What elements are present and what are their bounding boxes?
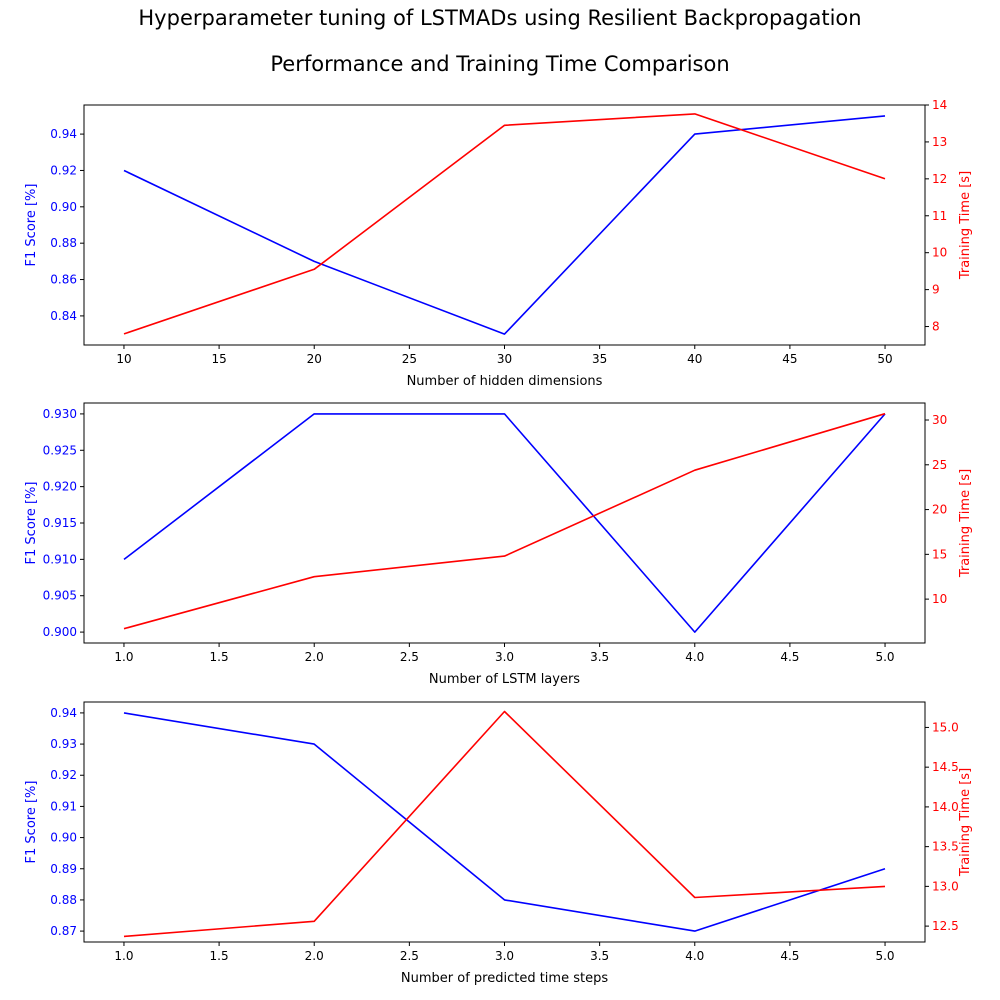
right-tick-label: 8 bbox=[932, 320, 940, 334]
right-tick-label: 12.5 bbox=[932, 919, 959, 933]
f1-score-line bbox=[123, 712, 886, 932]
x-tick-label: 2.0 bbox=[305, 949, 324, 963]
training-time-line bbox=[123, 113, 886, 335]
x-tick-label: 25 bbox=[402, 352, 417, 366]
left-tick-label: 0.900 bbox=[43, 625, 77, 639]
subplot-2: 1.0 1.5 2.0 2.5 3.0 3.5 4.0 4.5 5.0 0.900 0.905 0.9… bbox=[24, 402, 973, 687]
right-tick-label: 13 bbox=[932, 135, 947, 149]
x-axis-label: Number of hidden dimensions bbox=[407, 374, 603, 389]
x-tick-label: 5.0 bbox=[875, 650, 894, 664]
figure-title: Hyperparameter tuning of LSTMADs using R… bbox=[138, 6, 862, 30]
left-tick-label: 0.86 bbox=[50, 273, 77, 287]
training-time-line bbox=[123, 710, 886, 938]
right-tick-label: 14 bbox=[932, 98, 947, 112]
left-tick-label: 0.925 bbox=[43, 443, 77, 457]
right-tick-label: 9 bbox=[932, 283, 940, 297]
left-tick-label: 0.905 bbox=[43, 589, 77, 603]
left-tick-label: 0.915 bbox=[43, 516, 77, 530]
left-tick-label: 0.910 bbox=[43, 552, 77, 566]
f1-score-line bbox=[123, 413, 886, 633]
subplot-1: 10 15 20 25 30 35 40 45 50 0.84 0.86 0.88 0.90 0.92 0.… bbox=[24, 98, 973, 389]
figure-subtitle: Performance and Training Time Comparison bbox=[270, 52, 730, 76]
x-tick-label: 35 bbox=[592, 352, 607, 366]
x-tick-label: 2.5 bbox=[400, 949, 419, 963]
right-tick-label: 25 bbox=[932, 458, 947, 472]
right-tick-label: 10 bbox=[932, 592, 947, 606]
x-tick-label: 30 bbox=[497, 352, 512, 366]
left-axis-label: F1 Score [%] bbox=[24, 781, 39, 864]
x-tick-label: 45 bbox=[782, 352, 797, 366]
right-tick-label: 11 bbox=[932, 209, 947, 223]
right-axis-label: Training Time [s] bbox=[958, 469, 973, 578]
left-tick-label: 0.87 bbox=[50, 924, 77, 938]
right-tick-label: 10 bbox=[932, 246, 947, 260]
x-axis-label: Number of predicted time steps bbox=[401, 971, 608, 986]
x-tick-label: 3.0 bbox=[495, 650, 514, 664]
plot-frame bbox=[83, 701, 926, 943]
x-tick-label: 1.5 bbox=[210, 650, 229, 664]
x-tick-label: 4.0 bbox=[685, 650, 704, 664]
x-tick-label: 20 bbox=[307, 352, 322, 366]
right-tick-label: 15.0 bbox=[932, 720, 959, 734]
x-tick-label: 10 bbox=[116, 352, 131, 366]
x-tick-label: 2.5 bbox=[400, 650, 419, 664]
left-axis-label: F1 Score [%] bbox=[24, 482, 39, 565]
x-tick-label: 5.0 bbox=[875, 949, 894, 963]
left-tick-label: 0.89 bbox=[50, 862, 77, 876]
plot-frame bbox=[83, 402, 926, 644]
x-tick-label: 3.0 bbox=[495, 949, 514, 963]
left-tick-label: 0.90 bbox=[50, 831, 77, 845]
x-tick-label: 15 bbox=[211, 352, 226, 366]
left-tick-label: 0.88 bbox=[50, 893, 77, 907]
right-tick-label: 14.0 bbox=[932, 800, 959, 814]
right-tick-label: 12 bbox=[932, 172, 947, 186]
x-tick-label: 1.0 bbox=[114, 650, 133, 664]
f1-score-line bbox=[123, 115, 886, 335]
left-tick-label: 0.84 bbox=[50, 309, 77, 323]
x-tick-label: 3.5 bbox=[590, 949, 609, 963]
x-tick-label: 2.0 bbox=[305, 650, 324, 664]
left-tick-label: 0.94 bbox=[50, 706, 77, 720]
left-tick-label: 0.920 bbox=[43, 480, 77, 494]
right-tick-label: 15 bbox=[932, 547, 947, 561]
left-tick-label: 0.930 bbox=[43, 407, 77, 421]
x-tick-label: 50 bbox=[877, 352, 892, 366]
right-axis-label: Training Time [s] bbox=[958, 171, 973, 280]
x-tick-label: 4.5 bbox=[780, 650, 799, 664]
x-axis-label: Number of LSTM layers bbox=[429, 672, 580, 687]
x-tick-label: 4.5 bbox=[780, 949, 799, 963]
x-tick-label: 1.0 bbox=[114, 949, 133, 963]
subplot-3: 1.0 1.5 2.0 2.5 3.0 3.5 4.0 4.5 5.0 0.87 0.88 0.89 0… bbox=[24, 701, 973, 986]
right-tick-label: 14.5 bbox=[932, 760, 959, 774]
right-tick-label: 20 bbox=[932, 503, 947, 517]
left-tick-label: 0.91 bbox=[50, 799, 77, 813]
right-axis-label: Training Time [s] bbox=[958, 768, 973, 877]
left-tick-label: 0.92 bbox=[50, 768, 77, 782]
right-tick-label: 13.0 bbox=[932, 879, 959, 893]
x-tick-label: 3.5 bbox=[590, 650, 609, 664]
x-tick-label: 4.0 bbox=[685, 949, 704, 963]
left-tick-label: 0.90 bbox=[50, 200, 77, 214]
x-tick-label: 40 bbox=[687, 352, 702, 366]
x-tick-label: 1.5 bbox=[210, 949, 229, 963]
right-tick-label: 13.5 bbox=[932, 840, 959, 854]
left-tick-label: 0.92 bbox=[50, 163, 77, 177]
left-tick-label: 0.88 bbox=[50, 236, 77, 250]
plot-frame bbox=[83, 104, 926, 346]
left-tick-label: 0.94 bbox=[50, 127, 77, 141]
left-axis-label: F1 Score [%] bbox=[24, 184, 39, 267]
left-tick-label: 0.93 bbox=[50, 737, 77, 751]
right-tick-label: 30 bbox=[932, 413, 947, 427]
training-time-line bbox=[123, 412, 886, 630]
